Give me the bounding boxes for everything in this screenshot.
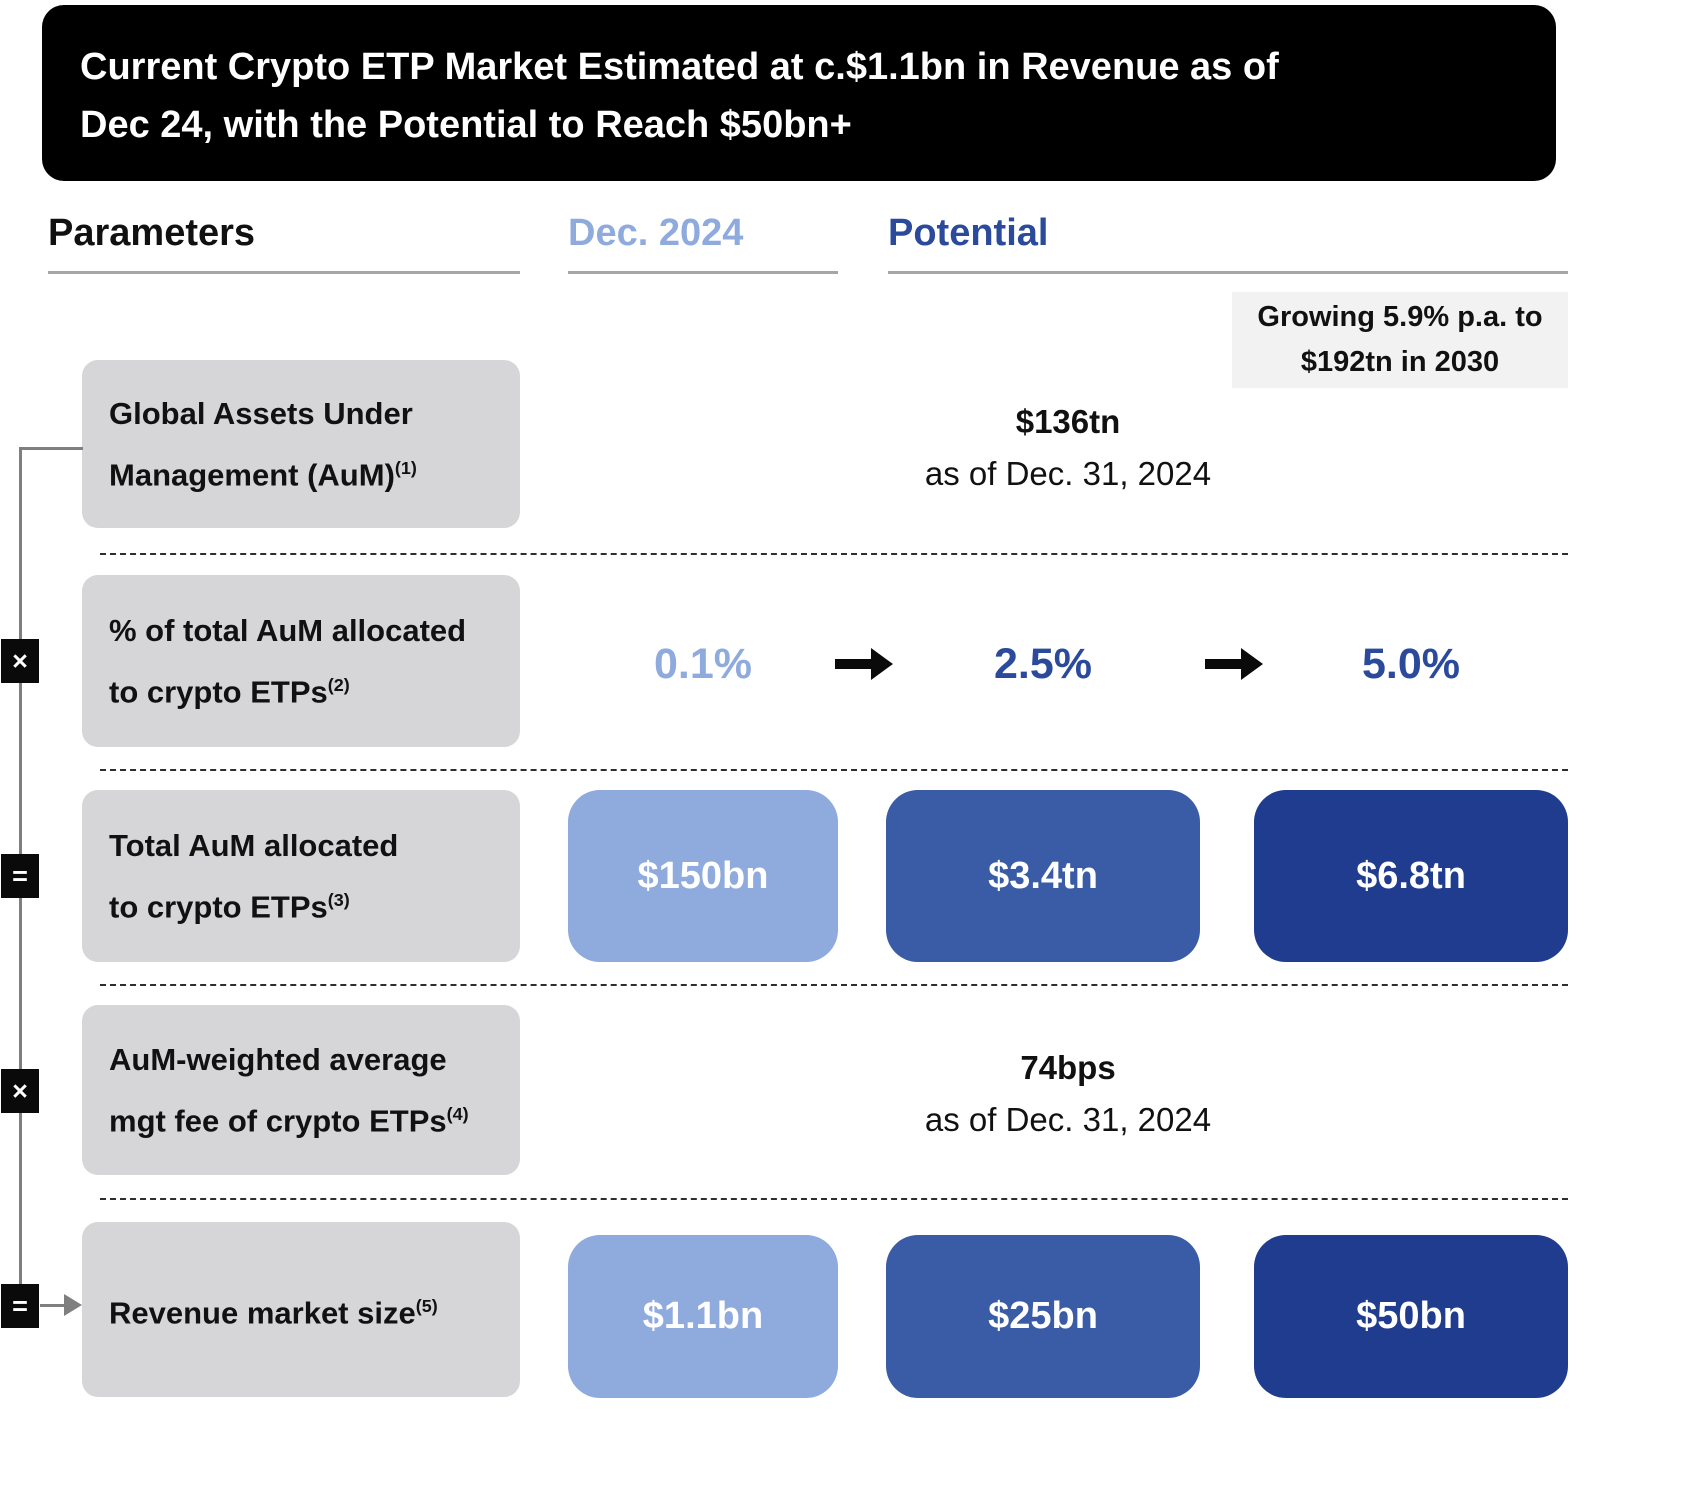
equals-operator: = xyxy=(1,1284,39,1328)
connector-horizontal-line xyxy=(19,447,83,450)
param-label-text: Total AuM allocated to crypto ETPs(3) xyxy=(109,827,399,925)
footnote-marker: (4) xyxy=(446,1103,469,1124)
multiply-operator: × xyxy=(1,1069,39,1113)
value-box-revenue-potential-mid: $25bn xyxy=(886,1235,1200,1398)
param-label-global-aum: Global Assets Under Management (AuM)(1) xyxy=(82,360,520,528)
row-separator xyxy=(100,553,1568,555)
title-banner: Current Crypto ETP Market Estimated at c… xyxy=(42,5,1556,181)
value-box-revenue-dec-2024: $1.1bn xyxy=(568,1235,838,1398)
param-label-text: Global Assets Under Management (AuM)(1) xyxy=(109,395,417,493)
global-aum-amount: $136tn xyxy=(1015,403,1121,440)
avg-mgt-fee-value: 74bps as of Dec. 31, 2024 xyxy=(568,1042,1568,1146)
footnote-marker: (1) xyxy=(394,457,417,478)
column-header-potential: Potential xyxy=(888,212,1049,254)
footnote-marker: (3) xyxy=(327,889,350,910)
column-header-dec-2024: Dec. 2024 xyxy=(568,212,744,254)
value-box-total-aum-potential-high: $6.8tn xyxy=(1254,790,1568,962)
param-label-text: Revenue market size(5) xyxy=(109,1295,438,1331)
pct-allocated-potential-high: 5.0% xyxy=(1361,639,1460,688)
footnote-marker: (2) xyxy=(327,674,350,695)
row-separator xyxy=(100,1198,1568,1200)
pct-allocated-potential-mid: 2.5% xyxy=(993,639,1092,688)
row-separator xyxy=(100,769,1568,771)
header-underline-potential xyxy=(888,271,1568,274)
param-label-text: % of total AuM allocated to crypto ETPs(… xyxy=(109,612,467,710)
value-box-total-aum-potential-mid: $3.4tn xyxy=(886,790,1200,962)
global-aum-value: $136tn as of Dec. 31, 2024 xyxy=(568,396,1568,500)
column-header-parameters: Parameters xyxy=(48,212,256,254)
multiply-operator: × xyxy=(1,639,39,683)
growth-annotation-line-2: $192tn in 2030 xyxy=(1300,346,1500,378)
avg-mgt-fee-asof: as of Dec. 31, 2024 xyxy=(924,1101,1212,1138)
header-underline-dec-2024 xyxy=(568,271,838,274)
param-label-total-aum-allocated: Total AuM allocated to crypto ETPs(3) xyxy=(82,790,520,962)
param-label-text: AuM-weighted average mgt fee of crypto E… xyxy=(109,1041,469,1139)
value-box-total-aum-dec-2024: $150bn xyxy=(568,790,838,962)
arrow-head-icon xyxy=(64,1294,82,1316)
param-label-avg-mgt-fee: AuM-weighted average mgt fee of crypto E… xyxy=(82,1005,520,1175)
value-box-revenue-potential-high: $50bn xyxy=(1254,1235,1568,1398)
connector-arrow-shaft xyxy=(40,1304,68,1307)
global-aum-asof: as of Dec. 31, 2024 xyxy=(924,455,1212,492)
pct-allocated-dec-2024: 0.1% xyxy=(653,639,752,688)
growth-annotation: Growing 5.9% p.a. to $192tn in 2030 xyxy=(1232,292,1568,388)
param-label-pct-allocated: % of total AuM allocated to crypto ETPs(… xyxy=(82,575,520,747)
param-label-revenue-market-size: Revenue market size(5) xyxy=(82,1222,520,1397)
slide-title-line-2: Dec 24, with the Potential to Reach $50b… xyxy=(80,104,852,146)
row-separator xyxy=(100,984,1568,986)
slide-title-line-1: Current Crypto ETP Market Estimated at c… xyxy=(80,46,1279,88)
footnote-marker: (5) xyxy=(415,1295,438,1316)
avg-mgt-fee-amount: 74bps xyxy=(1020,1049,1116,1086)
header-underline-parameters xyxy=(48,271,520,274)
equals-operator: = xyxy=(1,854,39,898)
growth-annotation-line-1: Growing 5.9% p.a. to xyxy=(1257,301,1543,333)
